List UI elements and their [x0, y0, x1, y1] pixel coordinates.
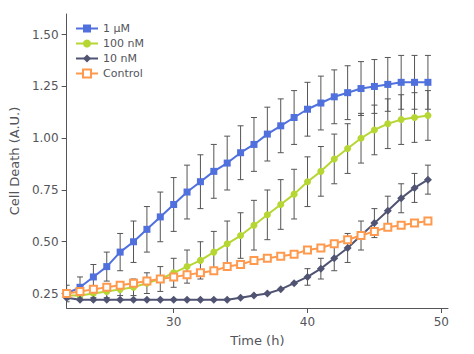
svg-text:1.00: 1.00 [32, 131, 59, 145]
svg-text:10 nM: 10 nM [103, 52, 137, 65]
svg-text:*: * [451, 73, 459, 92]
svg-text:50: 50 [434, 315, 449, 329]
svg-text:1.50: 1.50 [32, 28, 59, 42]
svg-text:1 μM: 1 μM [103, 22, 130, 35]
svg-text:0.75: 0.75 [32, 183, 59, 197]
svg-text:100 nM: 100 nM [103, 37, 144, 50]
svg-text:1.25: 1.25 [32, 79, 59, 93]
svg-text:0.25: 0.25 [32, 287, 59, 301]
svg-text:*: * [451, 170, 459, 189]
svg-text:30: 30 [166, 315, 181, 329]
svg-text:*: * [451, 108, 459, 127]
svg-text:Cell Death (A.U.): Cell Death (A.U.) [7, 107, 22, 215]
svg-text:Control: Control [103, 67, 143, 80]
svg-text:Time (h): Time (h) [229, 333, 284, 348]
svg-text:40: 40 [300, 315, 315, 329]
svg-text:0.50: 0.50 [32, 235, 59, 249]
